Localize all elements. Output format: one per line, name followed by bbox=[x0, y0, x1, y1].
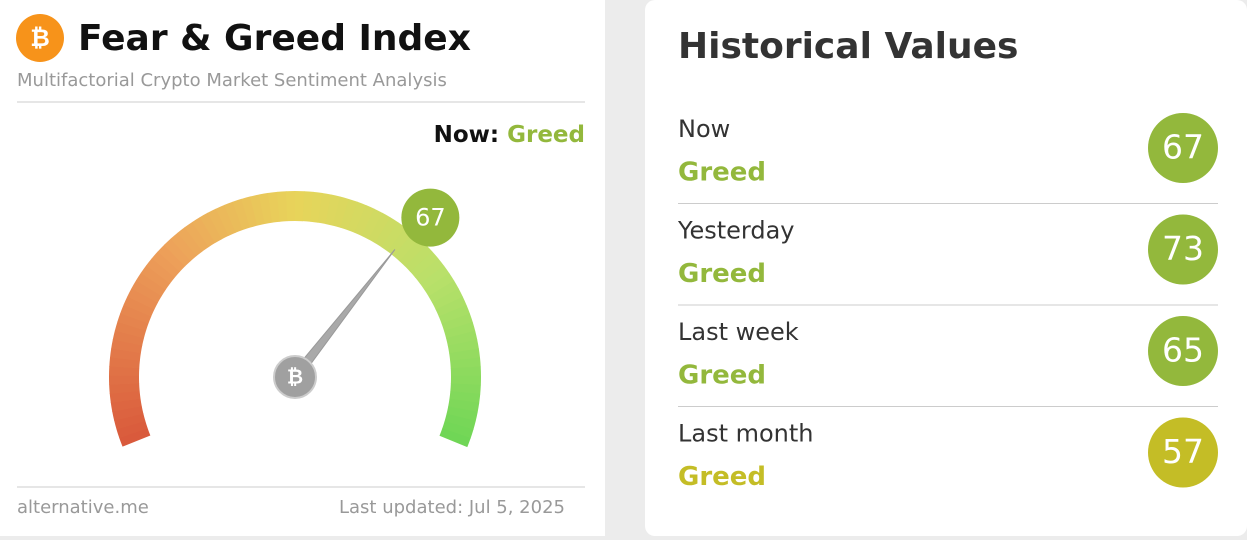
arc-segment bbox=[463, 401, 464, 410]
arc-segment bbox=[360, 219, 368, 223]
arc-segment bbox=[303, 206, 312, 207]
arc-segment bbox=[270, 207, 279, 208]
now-status: Now: Greed bbox=[434, 122, 585, 148]
arc-segment bbox=[463, 343, 465, 352]
row-classification: Greed bbox=[678, 462, 766, 492]
arc-segment bbox=[132, 318, 135, 326]
arc-segment bbox=[131, 425, 134, 433]
arc-segment bbox=[207, 226, 215, 230]
arc-segment bbox=[403, 244, 410, 250]
arc-segment bbox=[127, 334, 129, 343]
row-label: Now bbox=[678, 115, 730, 143]
arc-segment bbox=[375, 226, 383, 230]
row-classification: Greed bbox=[678, 158, 766, 188]
arc-segment bbox=[141, 295, 145, 303]
arc-segment bbox=[352, 216, 360, 219]
title: Fear & Greed Index bbox=[78, 18, 471, 59]
arc-segment bbox=[453, 311, 456, 319]
arc-segment bbox=[427, 268, 432, 275]
arc-segment bbox=[149, 281, 154, 288]
arc-segment bbox=[125, 392, 126, 401]
arc-segment bbox=[163, 261, 169, 268]
arc-segment bbox=[459, 417, 461, 425]
arc-segment bbox=[409, 250, 415, 256]
arc-segment bbox=[153, 274, 158, 281]
now-label: Now: bbox=[434, 122, 500, 148]
arc-segment bbox=[194, 234, 201, 239]
arc-segment bbox=[278, 206, 287, 207]
arc-segment bbox=[445, 296, 449, 304]
arc-segment bbox=[129, 417, 131, 425]
arc-segment bbox=[312, 207, 321, 208]
row-value: 73 bbox=[1162, 229, 1204, 268]
arc-segment bbox=[124, 359, 125, 368]
arc-segment bbox=[464, 392, 465, 401]
arc-segment bbox=[390, 235, 397, 240]
footer-source: alternative.me bbox=[17, 497, 149, 518]
arc-segment bbox=[465, 359, 466, 368]
arc-segment bbox=[328, 209, 337, 211]
arc-segment bbox=[169, 255, 175, 261]
arc-segment bbox=[238, 213, 246, 216]
arc-segment bbox=[461, 409, 463, 418]
row-classification: Greed bbox=[678, 361, 766, 391]
row-classification: Greed bbox=[678, 259, 766, 289]
arc-segment bbox=[456, 319, 459, 327]
arc-segment bbox=[458, 326, 460, 334]
arc-segment bbox=[215, 222, 223, 226]
arc-segment bbox=[368, 222, 376, 226]
arc-segment bbox=[456, 425, 459, 433]
arc-segment bbox=[396, 239, 403, 244]
arc-segment bbox=[421, 262, 427, 269]
arc-segment bbox=[262, 208, 271, 209]
arc-segment bbox=[461, 334, 463, 343]
now-classification: Greed bbox=[507, 122, 585, 148]
arc-segment bbox=[415, 256, 421, 262]
arc-segment bbox=[336, 211, 344, 213]
arc-segment bbox=[465, 384, 466, 393]
arc-segment bbox=[344, 213, 352, 216]
row-label: Yesterday bbox=[677, 217, 795, 245]
arc-segment bbox=[449, 303, 453, 311]
arc-segment bbox=[222, 219, 230, 223]
arc-segment bbox=[200, 230, 207, 235]
arc-segment bbox=[124, 384, 125, 393]
arc-segment bbox=[464, 351, 465, 360]
arc-segment bbox=[383, 230, 390, 235]
arc-segment bbox=[320, 208, 329, 210]
hub-symbol: ₿ bbox=[287, 365, 303, 389]
gauge-value: 67 bbox=[415, 204, 446, 232]
history-title: Historical Values bbox=[678, 26, 1018, 67]
arc-segment bbox=[127, 409, 129, 418]
arc-segment bbox=[181, 244, 188, 250]
arc-segment bbox=[134, 310, 137, 318]
row-value: 65 bbox=[1162, 331, 1204, 370]
arc-segment bbox=[145, 288, 149, 296]
arc-segment bbox=[129, 326, 131, 334]
arc-segment bbox=[133, 433, 136, 441]
arc-segment bbox=[246, 211, 254, 213]
arc-segment bbox=[126, 400, 127, 409]
arc-segment bbox=[453, 433, 456, 441]
row-label: Last month bbox=[678, 420, 814, 448]
arc-segment bbox=[432, 275, 437, 282]
arc-segment bbox=[158, 268, 163, 275]
arc-segment bbox=[187, 239, 194, 244]
arc-segment bbox=[125, 350, 126, 359]
row-value: 57 bbox=[1162, 432, 1204, 471]
arc-segment bbox=[230, 216, 238, 219]
arc-segment bbox=[175, 250, 181, 256]
arc-segment bbox=[137, 303, 141, 311]
arc-segment bbox=[254, 209, 263, 211]
subtitle: Multifactorial Crypto Market Sentiment A… bbox=[17, 70, 447, 91]
row-value: 67 bbox=[1162, 128, 1204, 167]
footer-updated: Last updated: Jul 5, 2025 bbox=[339, 497, 565, 518]
bitcoin-symbol: ₿ bbox=[30, 24, 50, 52]
row-label: Last week bbox=[678, 318, 799, 346]
arc-segment bbox=[437, 281, 442, 288]
arc-segment bbox=[441, 288, 445, 296]
arc-segment bbox=[126, 342, 128, 351]
